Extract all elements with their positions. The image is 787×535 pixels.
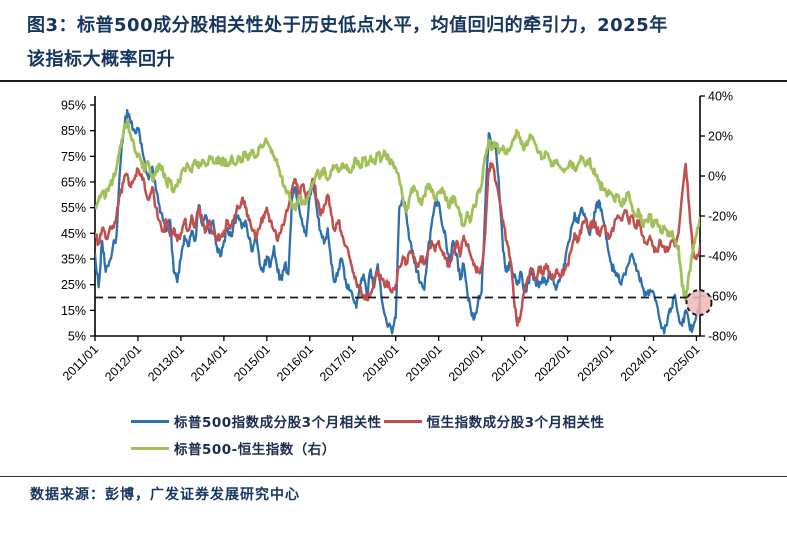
svg-text:2024/01: 2024/01 xyxy=(618,342,660,384)
svg-text:2015/01: 2015/01 xyxy=(231,342,273,384)
svg-text:15%: 15% xyxy=(61,304,86,318)
svg-text:75%: 75% xyxy=(61,150,86,164)
svg-text:2017/01: 2017/01 xyxy=(317,342,359,384)
legend-swatch-blue xyxy=(131,419,169,423)
svg-text:2022/01: 2022/01 xyxy=(532,342,574,384)
legend-item-hsi-correlation: 恒生指数成分股3个月相关性 xyxy=(383,411,605,431)
series-line-0 xyxy=(95,108,700,335)
svg-text:20%: 20% xyxy=(708,130,733,144)
svg-text:35%: 35% xyxy=(61,253,86,267)
svg-text:-20%: -20% xyxy=(708,210,737,224)
svg-text:0%: 0% xyxy=(708,170,726,184)
svg-text:55%: 55% xyxy=(61,201,86,215)
svg-text:85%: 85% xyxy=(61,124,86,138)
svg-text:2019/01: 2019/01 xyxy=(403,342,445,384)
footer-divider xyxy=(0,476,787,477)
chart-legend: 标普500指数成分股3个月相关性 恒生指数成分股3个月相关性 标普500-恒生指… xyxy=(131,411,606,458)
legend-label-spread: 标普500-恒生指数（右） xyxy=(174,442,336,458)
svg-text:-40%: -40% xyxy=(708,250,737,264)
svg-text:5%: 5% xyxy=(68,330,86,344)
svg-text:25%: 25% xyxy=(61,278,86,292)
figure-title: 图3：标普500成分股相关性处于历史低点水平，均值回归的牵引力，2025年 该指… xyxy=(27,9,775,77)
series-line-1 xyxy=(95,161,700,327)
legend-swatch-red xyxy=(383,419,422,423)
title-divider xyxy=(0,80,787,82)
svg-text:2012/01: 2012/01 xyxy=(102,342,144,384)
data-source-label: 数据来源： xyxy=(30,487,105,503)
legend-label-hsi-correlation: 恒生指数成分股3个月相关性 xyxy=(426,415,605,431)
svg-text:2011/01: 2011/01 xyxy=(60,342,101,383)
svg-text:65%: 65% xyxy=(61,176,86,190)
legend-swatch-green xyxy=(131,446,169,450)
legend-item-spread: 标普500-恒生指数（右） xyxy=(131,438,336,458)
series-lines xyxy=(95,108,700,335)
svg-text:2020/01: 2020/01 xyxy=(446,342,488,384)
svg-text:2021/01: 2021/01 xyxy=(489,342,531,384)
svg-text:95%: 95% xyxy=(61,99,86,113)
svg-text:-60%: -60% xyxy=(708,290,737,304)
svg-text:2013/01: 2013/01 xyxy=(145,342,187,384)
svg-text:2014/01: 2014/01 xyxy=(188,342,230,384)
data-source-value: 彭博，广发证券发展研究中心 xyxy=(105,487,300,503)
data-source: 数据来源：彭博，广发证券发展研究中心 xyxy=(30,484,300,504)
highlight-circle-annotation xyxy=(685,289,713,317)
svg-text:2023/01: 2023/01 xyxy=(575,342,617,384)
svg-text:45%: 45% xyxy=(61,227,86,241)
svg-text:-80%: -80% xyxy=(708,330,737,344)
series-line-2 xyxy=(95,118,700,302)
figure-title-line1: 图3：标普500成分股相关性处于历史低点水平，均值回归的牵引力，2025年 xyxy=(27,15,668,36)
svg-text:2025/01: 2025/01 xyxy=(661,342,703,384)
axis-ticks xyxy=(90,95,705,341)
figure-title-line2: 该指标大概率回升 xyxy=(27,49,175,70)
legend-item-sp500-correlation: 标普500指数成分股3个月相关性 xyxy=(131,411,382,431)
legend-label-sp500-correlation: 标普500指数成分股3个月相关性 xyxy=(174,415,382,431)
svg-text:2016/01: 2016/01 xyxy=(274,342,316,384)
svg-text:40%: 40% xyxy=(708,90,733,104)
svg-text:2018/01: 2018/01 xyxy=(360,342,402,384)
